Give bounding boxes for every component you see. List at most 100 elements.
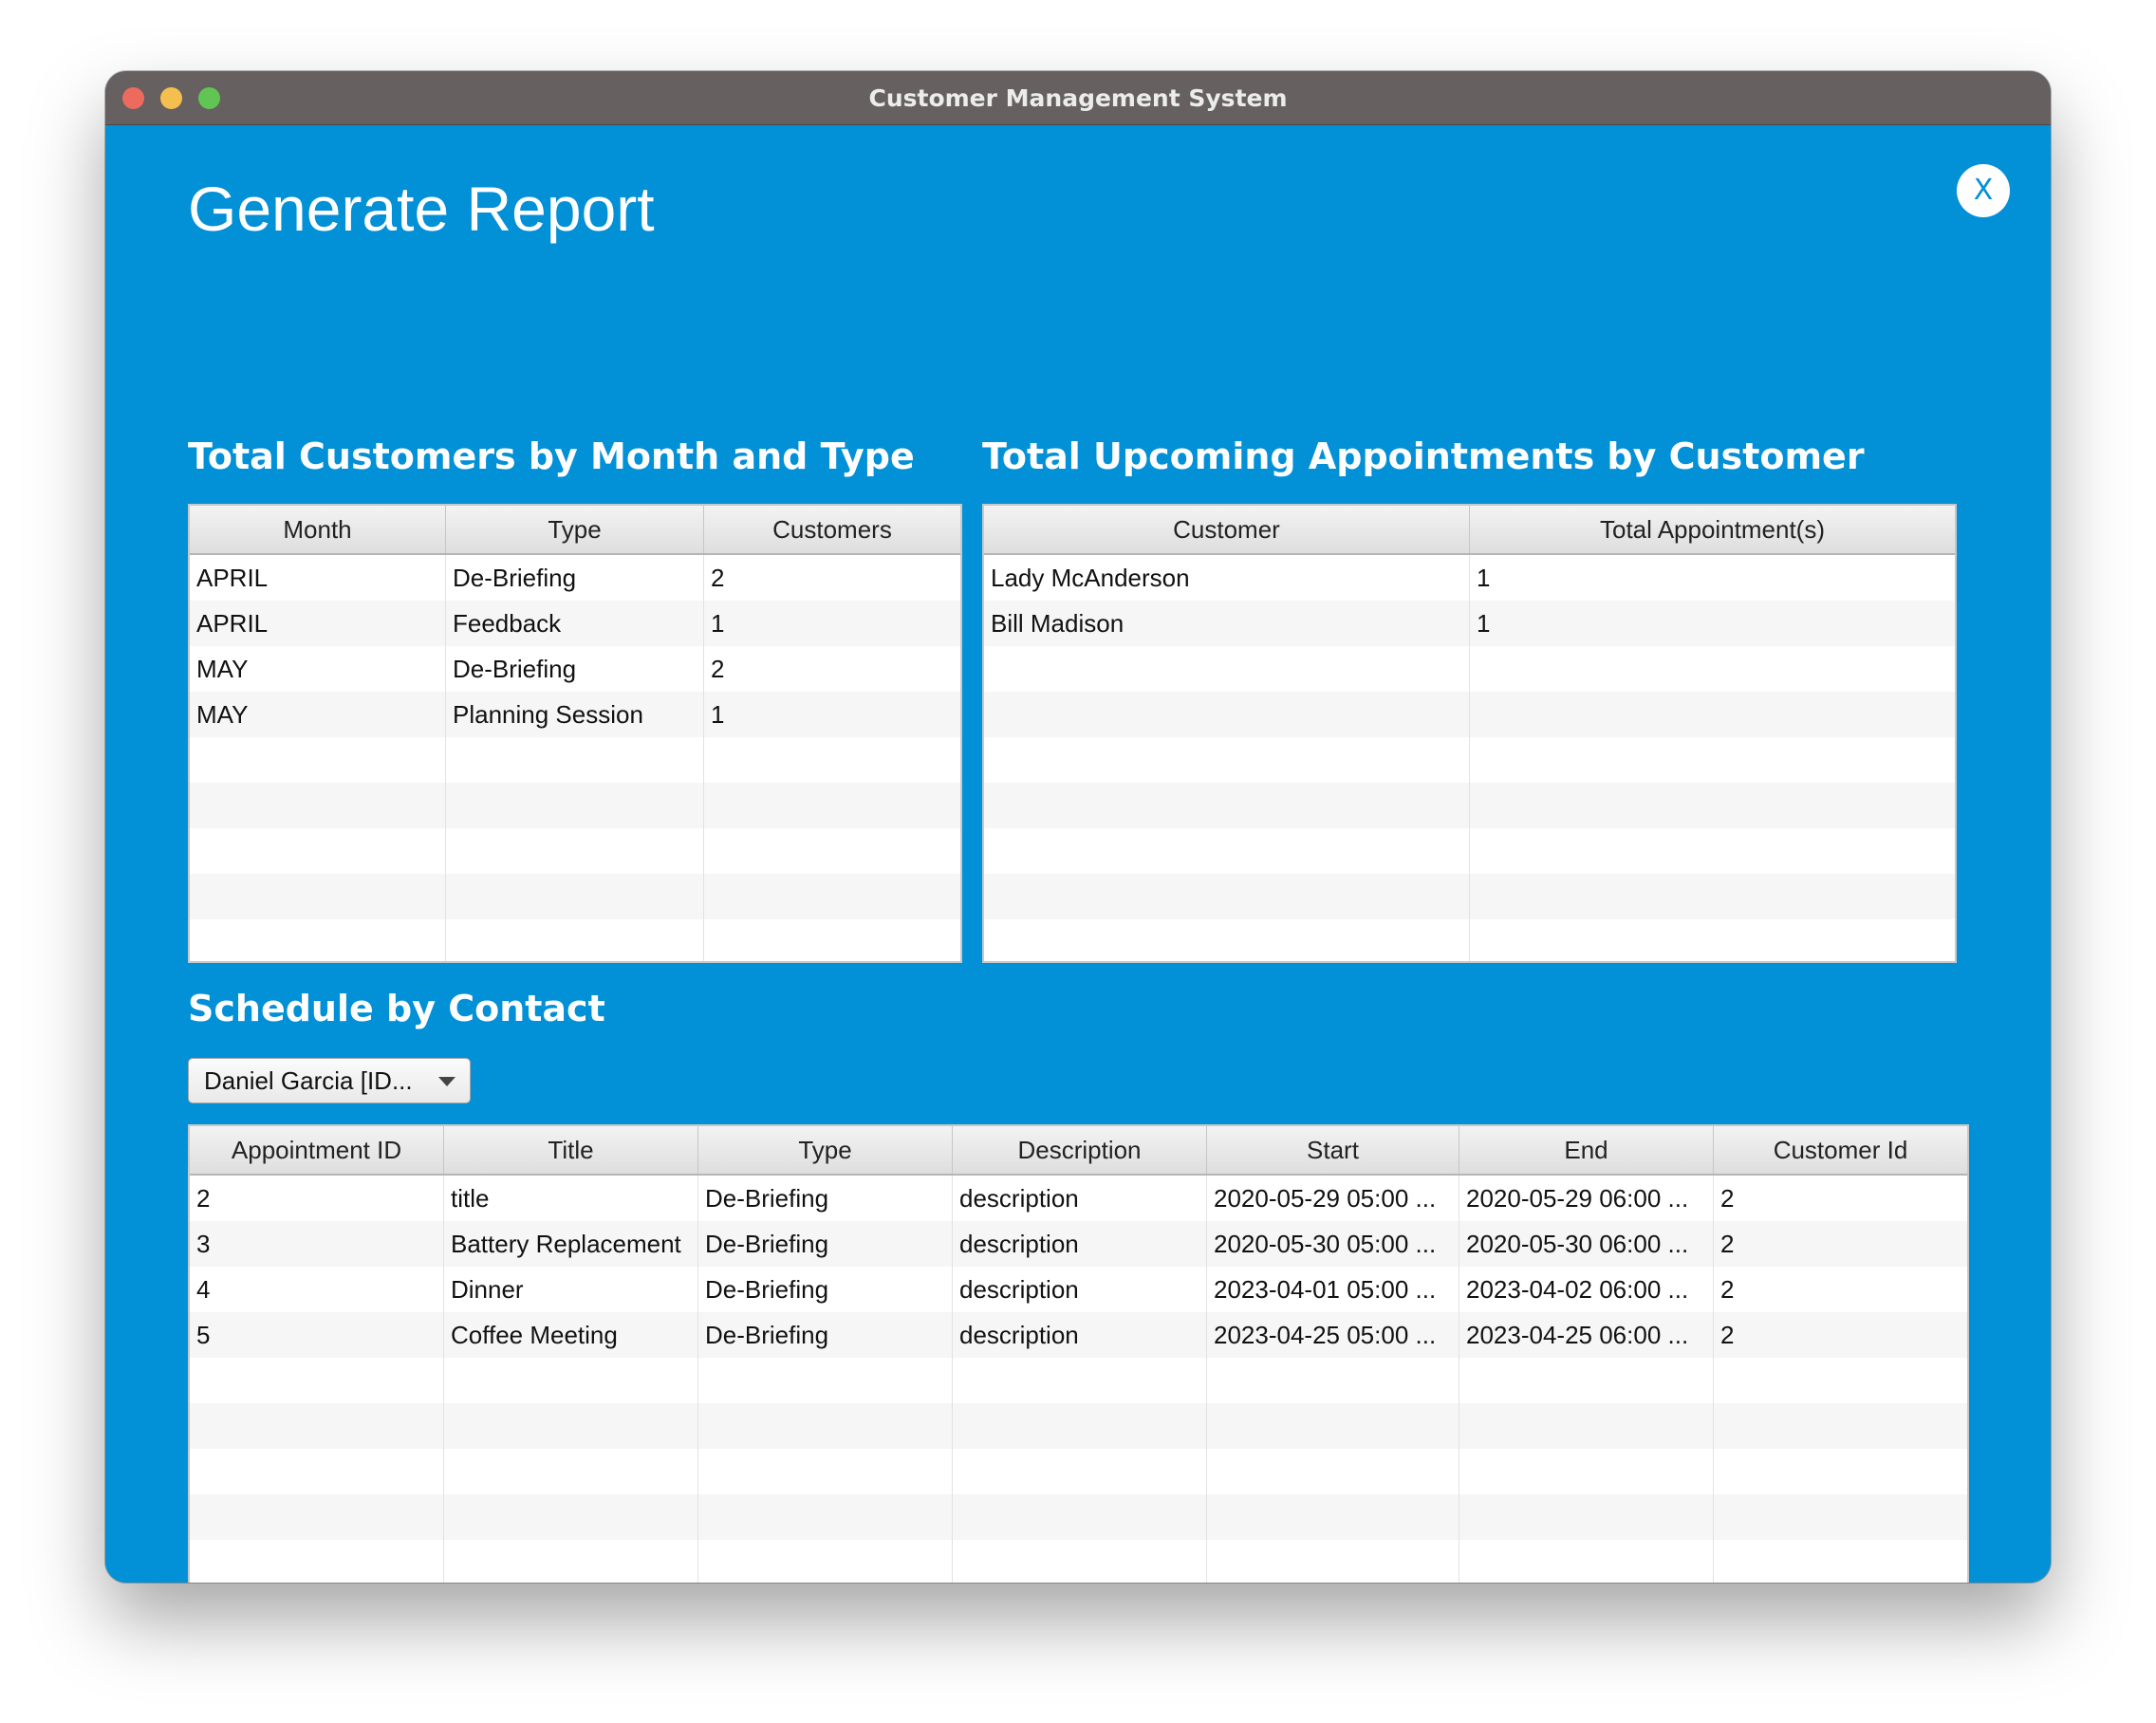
upcoming-by-customer-title: Total Upcoming Appointments by Customer	[982, 435, 1865, 477]
maximize-window-button[interactable]	[198, 87, 220, 109]
table-cell: 2020-05-29 05:00 ...	[1207, 1176, 1459, 1221]
table-cell: 5	[190, 1312, 444, 1358]
table-cell: De-Briefing	[698, 1221, 953, 1267]
table-cell: MAY	[190, 646, 446, 692]
table-cell: 1	[1477, 564, 1491, 592]
table-cell	[1470, 646, 1955, 692]
table-row[interactable]: APRIL Feedback 1	[190, 601, 960, 646]
empty-table-row	[190, 919, 960, 961]
table-cell	[446, 919, 704, 961]
table-row[interactable]: Lady McAnderson 1	[984, 555, 1955, 601]
table-cell	[1714, 1540, 1967, 1583]
column-header[interactable]: End	[1459, 1126, 1714, 1174]
table-cell	[446, 737, 704, 783]
table-cell: 1	[1477, 609, 1491, 638]
contact-select[interactable]: Daniel Garcia [ID...	[188, 1058, 471, 1103]
column-header[interactable]: Title	[444, 1126, 698, 1174]
table-cell	[984, 828, 1470, 874]
customers-by-month-title: Total Customers by Month and Type	[188, 435, 915, 477]
column-header[interactable]: Customer Id	[1773, 1136, 1908, 1164]
column-header[interactable]: Customers	[772, 515, 892, 544]
table-body: APRIL De-Briefing 2 APRIL Feedback 1 MAY De-Bri…	[190, 555, 960, 961]
table-cell	[1470, 828, 1955, 874]
table-cell	[704, 919, 960, 961]
table-body: 2 title De-Briefing description 2020-05-29 0…	[190, 1176, 1967, 1583]
table-cell	[444, 1494, 698, 1540]
table-cell	[704, 783, 960, 828]
table-cell	[444, 1403, 698, 1449]
column-header[interactable]: Type	[698, 1126, 953, 1174]
table-cell: 3	[190, 1221, 444, 1267]
table-row[interactable]: APRIL De-Briefing 2	[190, 555, 960, 601]
table-row[interactable]: 5 Coffee Meeting De-Briefing description 202…	[190, 1312, 1967, 1358]
table-cell	[1207, 1540, 1459, 1583]
table-cell	[984, 874, 1470, 919]
schedule-by-contact-title: Schedule by Contact	[188, 988, 605, 1029]
column-header[interactable]: Month	[190, 506, 446, 553]
table-cell	[446, 783, 704, 828]
table-body: Lady McAnderson 1 Bill Madison 1	[984, 555, 1955, 961]
column-header[interactable]: Customer	[984, 506, 1470, 553]
table-cell	[1714, 1358, 1967, 1403]
table-cell	[446, 874, 704, 919]
table-cell	[190, 1494, 444, 1540]
empty-table-row	[984, 737, 1955, 783]
table-cell: Planning Session	[446, 692, 704, 737]
table-cell	[190, 919, 446, 961]
close-report-button[interactable]: X	[1957, 164, 2010, 217]
table-cell	[704, 828, 960, 874]
table-cell	[1470, 737, 1955, 783]
column-header[interactable]: Start	[1207, 1126, 1459, 1174]
schedule-table[interactable]: Appointment ID Title Type Description Start E…	[188, 1124, 1969, 1583]
table-cell	[1207, 1449, 1459, 1494]
table-row[interactable]: MAY De-Briefing 2	[190, 646, 960, 692]
table-row[interactable]: Bill Madison 1	[984, 601, 1955, 646]
table-row[interactable]: 3 Battery Replacement De-Briefing descripti…	[190, 1221, 1967, 1267]
app-window: Customer Management System Generate Repo…	[105, 71, 2051, 1583]
column-header[interactable]: Total Appointment(s)	[1599, 515, 1825, 544]
empty-table-row	[190, 828, 960, 874]
report-content: Generate Report X Total Customers by Mon…	[105, 125, 2051, 1583]
table-cell	[1714, 1494, 1967, 1540]
table-cell: 2023-04-25 06:00 ...	[1459, 1312, 1714, 1358]
customers-by-month-table[interactable]: Month Type Customers APRIL De-Briefing 2 APRIL…	[188, 504, 962, 963]
table-cell	[1714, 1449, 1967, 1494]
page-title: Generate Report	[188, 174, 655, 244]
table-cell: 2	[1720, 1321, 1735, 1349]
empty-table-row	[190, 874, 960, 919]
table-cell: 1	[711, 609, 725, 638]
column-header[interactable]: Type	[446, 506, 704, 553]
table-cell	[984, 783, 1470, 828]
table-cell: 2	[1720, 1230, 1735, 1258]
table-cell	[1470, 874, 1955, 919]
table-cell: MAY	[190, 692, 446, 737]
upcoming-by-customer-table[interactable]: Customer Total Appointment(s) Lady McAnder…	[982, 504, 1957, 963]
column-header[interactable]: Description	[953, 1126, 1207, 1174]
table-cell: 2023-04-02 06:00 ...	[1459, 1267, 1714, 1312]
table-cell	[190, 1403, 444, 1449]
table-cell	[953, 1494, 1207, 1540]
table-cell: 2020-05-30 06:00 ...	[1459, 1221, 1714, 1267]
table-cell	[1207, 1403, 1459, 1449]
table-cell	[190, 874, 446, 919]
empty-table-row	[984, 828, 1955, 874]
table-cell	[1714, 1403, 1967, 1449]
table-row[interactable]: 2 title De-Briefing description 2020-05-29 0…	[190, 1176, 1967, 1221]
table-cell	[698, 1540, 953, 1583]
table-row[interactable]: MAY Planning Session 1	[190, 692, 960, 737]
empty-table-row	[984, 646, 1955, 692]
table-cell	[704, 737, 960, 783]
empty-table-row	[190, 1358, 1967, 1403]
column-header[interactable]: Appointment ID	[190, 1126, 444, 1174]
title-bar[interactable]: Customer Management System	[105, 71, 2051, 125]
table-cell	[984, 919, 1470, 961]
close-window-button[interactable]	[122, 87, 144, 109]
table-cell	[1459, 1449, 1714, 1494]
empty-table-row	[190, 1494, 1967, 1540]
table-cell: Feedback	[446, 601, 704, 646]
table-cell	[190, 1449, 444, 1494]
table-cell	[190, 783, 446, 828]
table-cell: 2	[711, 655, 725, 683]
table-row[interactable]: 4 Dinner De-Briefing description 2023-04-01 …	[190, 1267, 1967, 1312]
minimize-window-button[interactable]	[160, 87, 182, 109]
